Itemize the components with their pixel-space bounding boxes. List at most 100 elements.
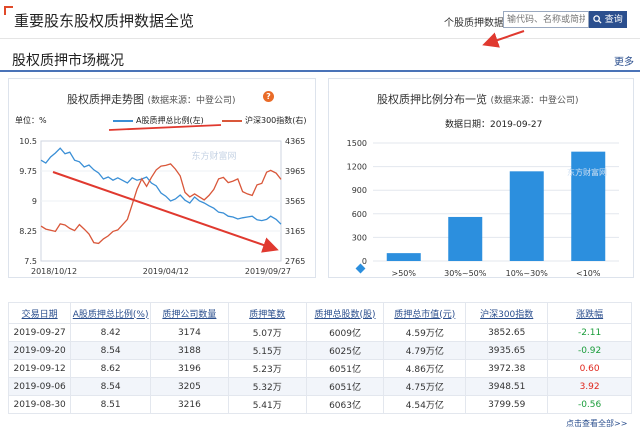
col-header-company-count[interactable]: 质押公司数量 [149, 302, 229, 324]
stock-search-input[interactable] [503, 11, 589, 28]
cell-hs300: 3972.38 [465, 359, 549, 378]
col-header-change[interactable]: 涨跌幅 [547, 302, 632, 324]
cell-pledge-ratio: 8.51 [70, 395, 151, 414]
cell-hs300: 3799.59 [465, 395, 549, 414]
cell-total-shares: 6009亿 [305, 323, 385, 342]
y-right-tick-label: 3565 [285, 197, 305, 206]
help-icon[interactable]: ? [263, 91, 274, 102]
cell-pledge-count: 5.07万 [227, 323, 307, 342]
bar [386, 253, 421, 261]
trend-chart-title: 股权质押走势图 (数据来源：中登公司) [67, 91, 236, 107]
legend-a-share[interactable]: A股质押总比例(左) [113, 115, 204, 126]
col-header-date[interactable]: 交易日期 [7, 302, 72, 324]
cell-market-value: 4.86万亿 [383, 359, 467, 378]
cell-change: -0.56 [547, 395, 632, 414]
y-left-tick-label: 9.75 [19, 167, 37, 176]
table-row: 2019-09-12 8.62 3196 5.23万 6051亿 4.86万亿 3972.3… [7, 359, 632, 378]
bar [571, 151, 606, 261]
col-header-market-value[interactable]: 质押总市值(元) [383, 302, 467, 324]
hs300-index-line [40, 163, 282, 245]
col-header-pledge-count[interactable]: 质押笔数 [227, 302, 307, 324]
legend-a-share-label: A股质押总比例(左) [136, 116, 204, 125]
search-label: 个股质押数据： [444, 18, 514, 29]
watermark: 东方财富网 [567, 167, 607, 177]
cell-change: -0.92 [547, 341, 632, 360]
x-tick-label: 2018/10/12 [31, 267, 77, 276]
corner-mark-icon [4, 6, 13, 15]
col-header-total-shares[interactable]: 质押总股数(股) [305, 302, 385, 324]
legend-annotation-line [108, 124, 222, 131]
y-left-tick-label: 9 [32, 197, 37, 206]
y-right-tick-label: 2765 [285, 257, 305, 266]
cell-date: 2019-09-12 [7, 359, 72, 378]
cell-hs300: 3948.51 [465, 377, 549, 396]
x-tick-label: 30%~50% [444, 269, 487, 277]
cell-pledge-count: 5.15万 [227, 341, 307, 360]
cell-company-count: 3216 [149, 395, 229, 414]
cell-change: -2.11 [547, 323, 632, 342]
page-header: 重要股东股权质押数据全览 个股质押数据： 查询 [0, 0, 640, 39]
cell-date: 2019-09-06 [7, 377, 72, 396]
cell-market-value: 4.59万亿 [383, 323, 467, 342]
trend-chart-source: (数据来源：中登公司) [147, 96, 236, 106]
section-title: 股权质押市场概况 [12, 53, 124, 69]
section-header: 股权质押市场概况 更多 [0, 44, 640, 72]
cell-pledge-ratio: 8.54 [70, 377, 151, 396]
legend-hs300-swatch [222, 119, 242, 122]
page-title: 重要股东股权质押数据全览 [14, 12, 195, 30]
cell-market-value: 4.79万亿 [383, 341, 467, 360]
cell-total-shares: 6025亿 [305, 341, 385, 360]
y-left-tick-label: 10.5 [19, 137, 37, 146]
legend-a-share-swatch [113, 119, 133, 122]
search-icon [593, 15, 602, 24]
x-tick-label: 10%~30% [506, 269, 549, 277]
cell-total-shares: 6051亿 [305, 377, 385, 396]
cell-market-value: 4.54万亿 [383, 395, 467, 414]
trend-chart-panel: 股权质押走势图 (数据来源：中登公司) ? 单位：% A股质押总比例(左) 沪深… [8, 78, 316, 278]
x-tick-label: 2019/09/27 [245, 267, 291, 276]
y-tick-label: 300 [352, 233, 367, 242]
pledge-data-table: 交易日期 A股质押总比例(%) 质押公司数量 质押笔数 质押总股数(股) 质押总… [7, 302, 632, 414]
view-all-link[interactable]: 点击查看全部>> [566, 419, 628, 428]
cell-company-count: 3205 [149, 377, 229, 396]
cell-pledge-ratio: 8.62 [70, 359, 151, 378]
more-link[interactable]: 更多 [614, 57, 634, 68]
distribution-chart-title: 股权质押比例分布一览 (数据来源：中登公司) [377, 91, 579, 107]
cell-change: 0.60 [547, 359, 632, 378]
cell-total-shares: 6063亿 [305, 395, 385, 414]
trend-chart: 10.5 9.75 9 8.25 7.5 4365 3965 3565 3165 2765 2018… [19, 124, 305, 276]
x-tick-label: <10% [576, 269, 601, 277]
cell-change: 3.92 [547, 377, 632, 396]
col-header-hs300[interactable]: 沪深300指数 [465, 302, 549, 324]
legend-hs300-label: 沪深300指数(右) [245, 116, 307, 125]
y-tick-label: 0 [362, 257, 367, 266]
search-button[interactable]: 查询 [589, 11, 627, 28]
y-left-tick-label: 7.5 [24, 257, 37, 266]
cell-hs300: 3935.65 [465, 341, 549, 360]
table-row: 2019-09-06 8.54 3205 5.32万 6051亿 4.75万亿 3948.5… [7, 377, 632, 396]
bar [448, 216, 483, 261]
cell-market-value: 4.75万亿 [383, 377, 467, 396]
distribution-chart-panel: 股权质押比例分布一览 (数据来源：中登公司) 数据日期：2019-09-27 0… [328, 78, 634, 278]
cell-company-count: 3174 [149, 323, 229, 342]
x-tick-label: 2019/04/12 [143, 267, 189, 276]
cell-pledge-ratio: 8.54 [70, 341, 151, 360]
table-row: 2019-09-20 8.54 3188 5.15万 6025亿 4.79万亿 3935.6… [7, 341, 632, 360]
y-tick-label: 1500 [347, 139, 367, 148]
cell-hs300: 3852.65 [465, 323, 549, 342]
y-right-tick-label: 4365 [285, 137, 305, 146]
table-row: 2019-09-27 8.42 3174 5.07万 6009亿 4.59万亿 3852.6… [7, 323, 632, 342]
cell-pledge-count: 5.41万 [227, 395, 307, 414]
cell-pledge-count: 5.23万 [227, 359, 307, 378]
cell-company-count: 3196 [149, 359, 229, 378]
col-header-pledge-ratio[interactable]: A股质押总比例(%) [70, 302, 151, 324]
table-row: 2019-08-30 8.51 3216 5.41万 6063亿 4.54万亿 3799.5… [7, 395, 632, 414]
cell-date: 2019-09-27 [7, 323, 72, 342]
y-tick-label: 900 [352, 186, 367, 195]
x-tick-label: >50% [392, 269, 417, 277]
distribution-chart-source: (数据来源：中登公司) [490, 96, 579, 106]
y-tick-label: 1200 [347, 163, 367, 172]
legend-hs300[interactable]: 沪深300指数(右) [222, 115, 307, 126]
y-right-tick-label: 3965 [285, 167, 305, 176]
cell-date: 2019-08-30 [7, 395, 72, 414]
